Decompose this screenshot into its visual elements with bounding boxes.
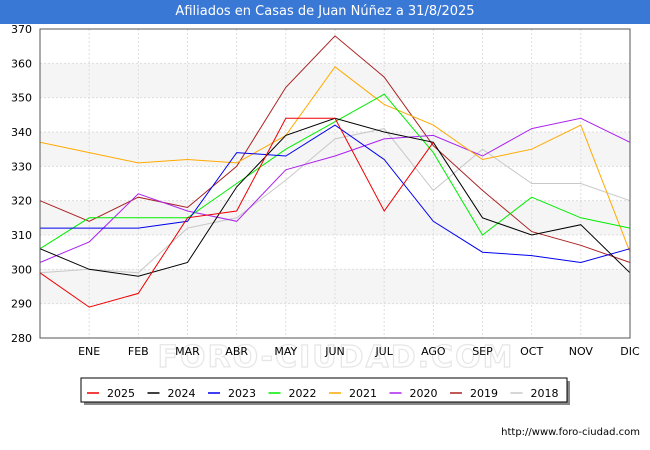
- series-line-2022: [39, 93, 631, 250]
- legend-label-2025: 2025: [107, 387, 135, 400]
- legend-box: [80, 377, 568, 403]
- x-tick-label: MAY: [274, 345, 297, 358]
- x-tick-label: ENE: [78, 345, 100, 358]
- watermark: FORO-CIUDAD.COM: [158, 340, 515, 375]
- legend-label-2018: 2018: [531, 387, 559, 400]
- y-tick-label: 330: [11, 160, 32, 173]
- y-tick-label: 310: [11, 229, 32, 242]
- y-tick-label: 320: [11, 195, 32, 208]
- series-line-2023: [40, 124, 631, 264]
- y-tick-label: 340: [11, 126, 32, 139]
- y-tick-label: 370: [11, 23, 32, 36]
- series-line-2025: [39, 117, 434, 308]
- series-line-2019: [39, 35, 631, 263]
- x-tick-label: AGO: [421, 345, 446, 358]
- legend-label-2023: 2023: [228, 387, 256, 400]
- series-line-2021: [39, 66, 631, 253]
- x-tick-label: MAR: [175, 345, 200, 358]
- x-tick-label: JUL: [374, 345, 393, 358]
- x-tick-label: JUN: [324, 345, 345, 358]
- y-tick-label: 350: [11, 92, 32, 105]
- plot-band: [40, 63, 630, 98]
- x-tick-label: ABR: [225, 345, 248, 358]
- y-tick-label: 360: [11, 57, 32, 70]
- x-tick-label: SEP: [472, 345, 493, 358]
- y-tick-label: 300: [11, 263, 32, 276]
- x-tick-label: OCT: [520, 345, 543, 358]
- legend-label-2020: 2020: [410, 387, 438, 400]
- series-line-2020: [39, 117, 631, 263]
- y-tick-label: 290: [11, 298, 32, 311]
- x-tick-label: NOV: [569, 345, 594, 358]
- legend-label-2022: 2022: [289, 387, 317, 400]
- legend-label-2021: 2021: [349, 387, 377, 400]
- legend-label-2019: 2019: [470, 387, 498, 400]
- source-url: http://www.foro-ciudad.com: [501, 427, 640, 438]
- x-tick-label: DIC: [620, 345, 640, 358]
- legend-label-2024: 2024: [168, 387, 196, 400]
- y-tick-label: 280: [11, 332, 32, 345]
- chart-title: Afiliados en Casas de Juan Núñez a 31/8/…: [0, 0, 650, 24]
- series-line-2018: [39, 128, 631, 274]
- plot-frame: [39, 28, 631, 339]
- x-tick-label: FEB: [128, 345, 149, 358]
